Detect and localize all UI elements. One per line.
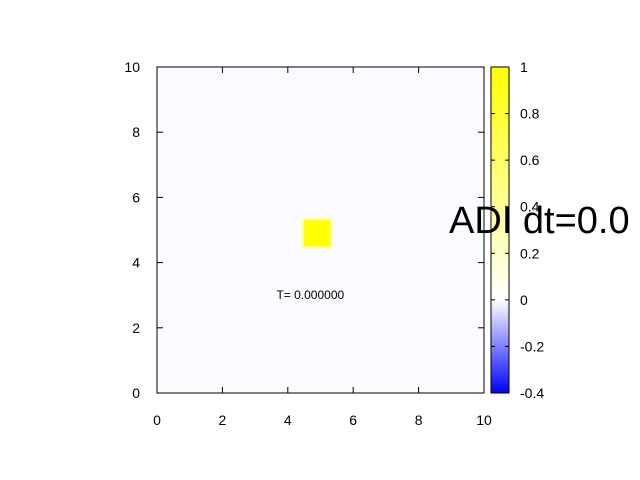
- colorbar-tick-label: 1: [520, 59, 528, 75]
- colorbar-tick-label: 0: [520, 292, 528, 308]
- y-tick-label: 2: [132, 320, 140, 336]
- colorbar: [490, 66, 510, 394]
- y-tick-label: 8: [132, 124, 140, 140]
- overlay-title: ADI dt=0.0: [449, 200, 630, 242]
- y-axis: 0 2 4 6 8 10: [124, 59, 484, 401]
- colorbar-tick-label: 0.2: [520, 245, 540, 261]
- colorbar-ticks: 1 0.8 0.6 0.4 0.2 0 -0.2 -0.4: [491, 59, 544, 401]
- y-tick-label: 0: [132, 385, 140, 401]
- colorbar-tick-label: -0.4: [520, 385, 544, 401]
- x-tick-label: 0: [153, 412, 161, 428]
- x-tick-label: 10: [476, 412, 492, 428]
- time-annotation: T= 0.000000: [276, 288, 344, 302]
- x-tick-label: 8: [415, 412, 423, 428]
- x-tick-label: 6: [349, 412, 357, 428]
- x-tick-label: 2: [219, 412, 227, 428]
- heatmap-cells: [302, 218, 333, 249]
- plot-frame: [156, 66, 485, 394]
- x-axis: 0 2 4 6 8 10: [153, 67, 492, 428]
- colorbar-tick-label: 0.6: [520, 152, 540, 168]
- colorbar-tick-label: 0.4: [520, 199, 540, 215]
- y-tick-label: 6: [132, 189, 140, 205]
- x-tick-label: 4: [284, 412, 292, 428]
- colorbar-tick-label: 0.8: [520, 106, 540, 122]
- heatmap-cell: [304, 220, 331, 247]
- y-tick-label: 10: [124, 59, 140, 75]
- y-tick-label: 4: [132, 255, 140, 271]
- colorbar-tick-label: -0.2: [520, 338, 544, 354]
